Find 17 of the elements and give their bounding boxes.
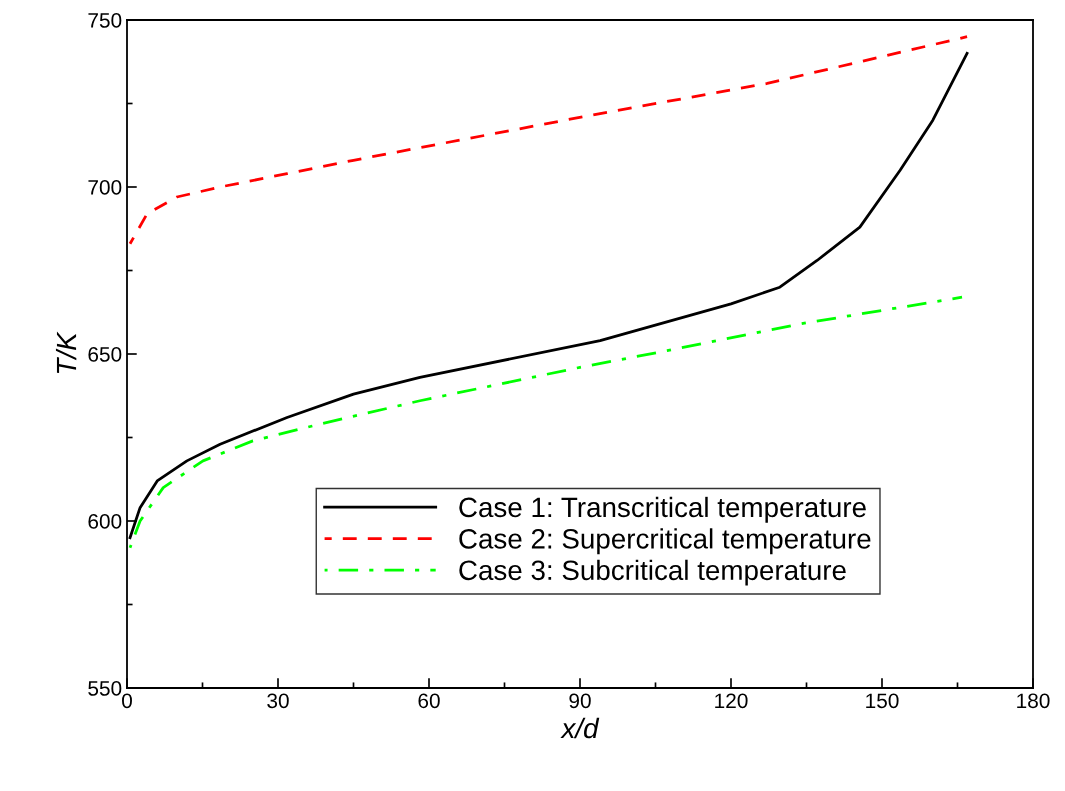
x-tick-label: 0 [122,693,132,709]
y-tick-label: 750 [88,13,122,28]
x-tick-label: 30 [267,693,289,709]
y-tick-label: 600 [88,514,122,529]
y-tick-label: 700 [88,180,122,195]
legend-label: Case 3: Subcritical temperature [459,559,846,586]
x-tick-label: 150 [866,693,899,709]
legend-label: Case 1: Transcritical temperature [459,496,866,523]
x-tick-label: 120 [715,693,748,709]
x-tick-label: 90 [569,693,591,709]
legend-label: Case 2: Supercritical temperature [459,528,871,555]
x-axis-title: x/d [560,717,600,739]
x-tick-label: 60 [418,693,440,709]
y-axis-title: T/K [55,331,77,374]
x-tick-label: 180 [1017,693,1050,709]
y-tick-label: 550 [88,681,122,696]
y-tick-label: 650 [88,347,122,362]
